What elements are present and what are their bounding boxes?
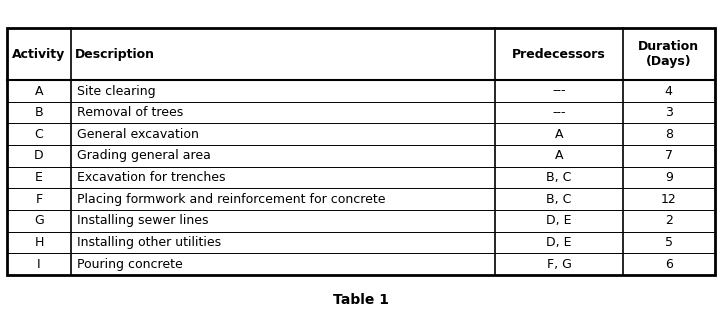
Text: ---: --- [552,106,566,119]
Text: D, E: D, E [547,236,572,249]
Text: D: D [34,149,44,162]
Text: Pouring concrete: Pouring concrete [77,258,183,270]
Text: A: A [555,128,563,141]
Text: F, G: F, G [547,258,572,270]
Text: 4: 4 [665,84,673,98]
Text: 12: 12 [661,193,677,206]
Text: G: G [34,214,44,227]
Text: B: B [35,106,43,119]
Text: A: A [555,149,563,162]
Text: F: F [35,193,43,206]
Text: H: H [35,236,44,249]
Text: Activity: Activity [12,48,66,61]
Text: Installing sewer lines: Installing sewer lines [77,214,208,227]
Text: I: I [38,258,41,270]
Text: 8: 8 [665,128,673,141]
Text: 3: 3 [665,106,673,119]
Text: 5: 5 [665,236,673,249]
Text: Table 1: Table 1 [333,293,389,307]
Text: Predecessors: Predecessors [512,48,606,61]
Text: General excavation: General excavation [77,128,199,141]
Text: Grading general area: Grading general area [77,149,211,162]
Text: B, C: B, C [547,193,572,206]
Text: A: A [35,84,43,98]
Text: Site clearing: Site clearing [77,84,155,98]
Text: Excavation for trenches: Excavation for trenches [77,171,225,184]
Text: Removal of trees: Removal of trees [77,106,183,119]
Text: 6: 6 [665,258,673,270]
Text: C: C [35,128,43,141]
Text: E: E [35,171,43,184]
Text: 2: 2 [665,214,673,227]
Text: B, C: B, C [547,171,572,184]
Bar [7,28,715,275]
Text: Placing formwork and reinforcement for concrete: Placing formwork and reinforcement for c… [77,193,385,206]
Text: 9: 9 [665,171,673,184]
Text: ---: --- [552,84,566,98]
Text: D, E: D, E [547,214,572,227]
Text: 7: 7 [665,149,673,162]
Text: Installing other utilities: Installing other utilities [77,236,221,249]
Text: Duration
(Days): Duration (Days) [638,40,700,68]
Text: Description: Description [75,48,155,61]
